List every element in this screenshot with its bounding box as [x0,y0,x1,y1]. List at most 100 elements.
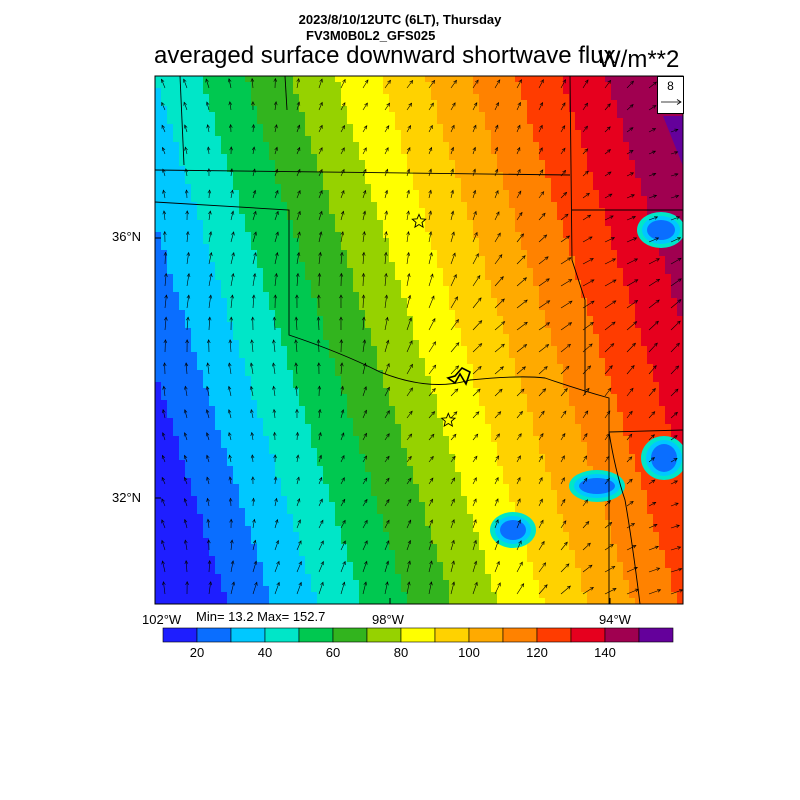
wind-vector [494,561,500,573]
colorbar-label-140: 140 [594,645,616,660]
wind-vector [648,457,655,463]
wind-vector [362,102,368,111]
wind-vector [273,339,276,353]
wind-vector [251,78,254,89]
wind-vector [604,258,616,265]
wind-vector [162,560,166,573]
wind-vector [362,317,365,331]
wind-vector [670,173,678,177]
wind-vector [163,386,166,397]
wind-vector [295,362,298,375]
wind-vector [318,317,320,331]
wind-vector [428,147,432,155]
wind-vector [538,344,549,353]
wind-vector [384,147,389,155]
wind-vector [162,147,166,155]
wind-vector [274,582,280,595]
wind-vector [163,190,166,199]
wind-vector [582,279,595,287]
wind-vector [206,432,210,441]
wind-vector [450,211,454,221]
wind-vector [274,252,278,265]
wind-vector [207,124,210,133]
wind-vector [670,480,678,485]
wind-vector [582,365,591,375]
wind-vector [362,540,368,551]
wind-vector [362,499,368,507]
wind-vector [670,216,680,221]
wind-vector [428,80,435,89]
wind-vector [428,456,434,463]
wind-vector [560,366,570,375]
wind-vector [450,102,456,111]
wind-vector [516,299,528,309]
wind-vector [670,435,678,441]
wind-vector [626,258,638,265]
wind-vector [296,211,301,221]
wind-vector [230,540,233,551]
wind-vector [384,456,390,463]
wind-vector [428,499,433,507]
lat-label-36n: 36°N [112,229,142,244]
map-frame [154,75,684,605]
wind-vector [428,102,434,111]
wind-vector [538,278,550,287]
wind-vector [296,432,298,441]
wind-vector [472,211,477,221]
wind-vector [208,190,210,199]
wind-vector [670,388,679,397]
wind-vector [185,362,188,375]
wind-vector [604,522,612,529]
wind-vector [340,499,346,507]
wind-vector [648,567,660,573]
wind-vector [494,211,500,221]
wind-vector [428,125,433,133]
wind-vector [472,389,481,397]
wind-vector [206,409,210,419]
wind-vector [560,192,567,199]
wind-vector [384,433,390,441]
wind-vector [318,211,323,221]
wind-vector [560,148,566,155]
wind-vector [230,581,235,595]
wind-vector [494,455,499,463]
wind-vector [560,477,565,485]
wind-vector [318,582,324,595]
wind-vector [516,147,521,155]
wind-vector [560,79,566,89]
wind-vector [450,411,458,419]
wind-vector [252,519,255,529]
wind-vector [273,317,276,331]
wind-vector [450,125,455,133]
border-line [179,76,185,166]
wind-vector [648,237,659,243]
wind-vector [626,388,634,397]
wind-vector [296,78,300,89]
wind-vector [582,455,587,463]
wind-vector [206,101,210,111]
wind-vector [450,274,457,287]
wind-vector [494,366,504,375]
wind-vector [208,252,212,265]
wind-vector [560,257,571,265]
wind-vector [626,545,637,551]
wind-vector [207,498,210,507]
wind-vector [164,317,167,331]
wind-vector [362,231,365,243]
wind-vector [428,581,432,595]
colorbar-label-80: 80 [393,645,409,660]
wind-vector [406,499,412,507]
wind-vector [604,279,617,287]
wind-vector [252,273,256,287]
wind-vector [318,190,323,199]
wind-vector [626,589,639,595]
wind-vector [516,169,521,177]
wind-vector [208,273,212,287]
wind-vector [362,520,368,529]
wind-vector [161,519,166,529]
wind-vector [428,273,434,287]
wind-vector [582,236,593,243]
wind-vector [406,273,410,287]
wind-vector [428,388,436,397]
wind-vector [472,232,478,243]
